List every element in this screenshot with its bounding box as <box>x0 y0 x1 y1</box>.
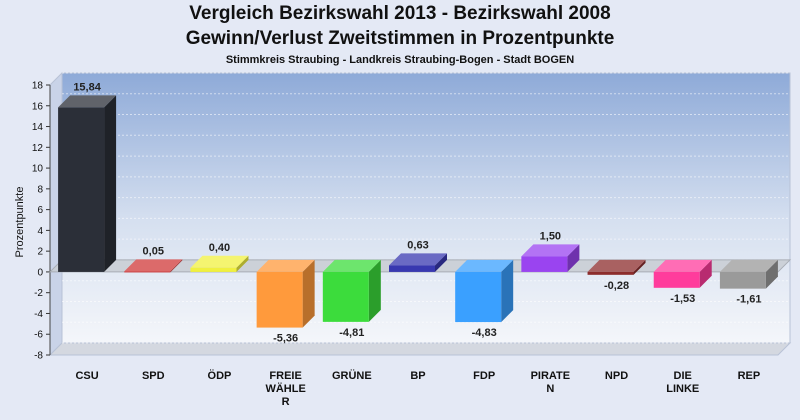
bar <box>58 107 105 272</box>
bar-top-face <box>124 259 183 272</box>
bar-value-label: -4,81 <box>339 327 364 339</box>
y-tick-label: 0 <box>37 267 43 278</box>
y-tick-label: -2 <box>34 288 43 299</box>
bar-value-label: 1,50 <box>540 230 561 242</box>
bar-top-face <box>58 95 117 108</box>
bar-value-label: -1,53 <box>670 293 695 305</box>
x-category-label: ÖDP <box>208 369 232 382</box>
bar-top-face <box>587 259 646 272</box>
chart-subtitle: Gewinn/Verlust Zweitstimmen in Prozentpu… <box>185 28 615 49</box>
chart-subtitle-region: Stimmkreis Straubing - Landkreis Straubi… <box>225 54 575 66</box>
plot-floor <box>48 342 792 356</box>
x-category-label: BP <box>410 370 425 382</box>
bar <box>587 271 634 275</box>
bar-side-face <box>435 253 447 272</box>
bar-top-face <box>521 244 580 257</box>
x-category-label: REP <box>738 370 761 382</box>
bar-value-label: 15,84 <box>73 81 101 93</box>
x-category-label: SPD <box>142 370 165 382</box>
y-tick-label: 8 <box>37 184 43 195</box>
bar-side-face <box>765 259 778 289</box>
bar-top-face <box>322 259 381 272</box>
bar-top-face <box>256 259 315 272</box>
y-tick-label: 12 <box>32 143 44 154</box>
bar-side-face <box>302 259 315 328</box>
y-tick-label: 14 <box>32 122 44 133</box>
y-tick-label: 2 <box>37 247 43 258</box>
bar <box>389 265 435 272</box>
x-category-label: NPD <box>605 370 628 382</box>
y-tick-label: -8 <box>34 351 43 362</box>
bar-side-face <box>236 255 249 272</box>
bar-value-label: 0,63 <box>407 239 428 251</box>
bar-side-face <box>501 259 514 323</box>
chart-title: Vergleich Bezirkswahl 2013 - Bezirkswahl… <box>189 3 611 24</box>
x-category-label: FDP <box>473 370 495 382</box>
y-tick-label: 18 <box>32 81 44 92</box>
bar <box>719 271 766 289</box>
y-tick-label: -6 <box>34 330 43 341</box>
bar-top-face <box>653 259 712 272</box>
bar-top-face <box>719 259 778 272</box>
x-category-label: WÄHLE <box>265 382 305 395</box>
x-category-label: LINKE <box>666 383 699 395</box>
bar <box>322 271 369 322</box>
bar-value-label: -4,83 <box>472 327 497 339</box>
bar <box>190 267 237 272</box>
bar-side-face <box>368 259 381 322</box>
x-category-label: CSU <box>75 370 98 382</box>
x-category-label: GRÜNE <box>332 369 372 382</box>
y-tick-label: 6 <box>37 205 43 216</box>
x-category-label: N <box>546 383 554 395</box>
y-axis-label: Prozentpunkte <box>14 187 26 258</box>
bar <box>653 271 700 288</box>
x-category-label: R <box>282 396 290 408</box>
bar-side-face <box>567 244 580 272</box>
bar-value-label: 0,40 <box>209 242 230 254</box>
bar-top-face <box>190 255 249 268</box>
bar-value-label: -1,61 <box>736 294 761 306</box>
plot-back-wall <box>61 72 791 344</box>
bar-side-face <box>170 259 183 273</box>
bar <box>455 271 502 323</box>
bar-side-face <box>699 259 712 288</box>
y-tick-label: 10 <box>32 164 44 175</box>
bar-side-face <box>104 95 117 272</box>
bar-top-face <box>389 253 447 266</box>
bar-value-label: -0,28 <box>604 280 629 292</box>
y-tick-label: 4 <box>37 226 43 237</box>
y-tick-label: -4 <box>34 309 43 320</box>
bar <box>124 271 171 273</box>
x-category-label: DIE <box>674 370 692 382</box>
bar-top-face <box>455 259 514 272</box>
bar-side-face <box>633 259 646 275</box>
x-category-label: FREIE <box>269 370 301 382</box>
y-tick-label: 16 <box>32 101 44 112</box>
bar <box>521 256 568 272</box>
bar-value-label: -5,36 <box>273 333 298 345</box>
bar-value-label: 0,05 <box>143 245 164 257</box>
bar <box>256 271 303 328</box>
x-category-label: PIRATE <box>531 370 571 382</box>
